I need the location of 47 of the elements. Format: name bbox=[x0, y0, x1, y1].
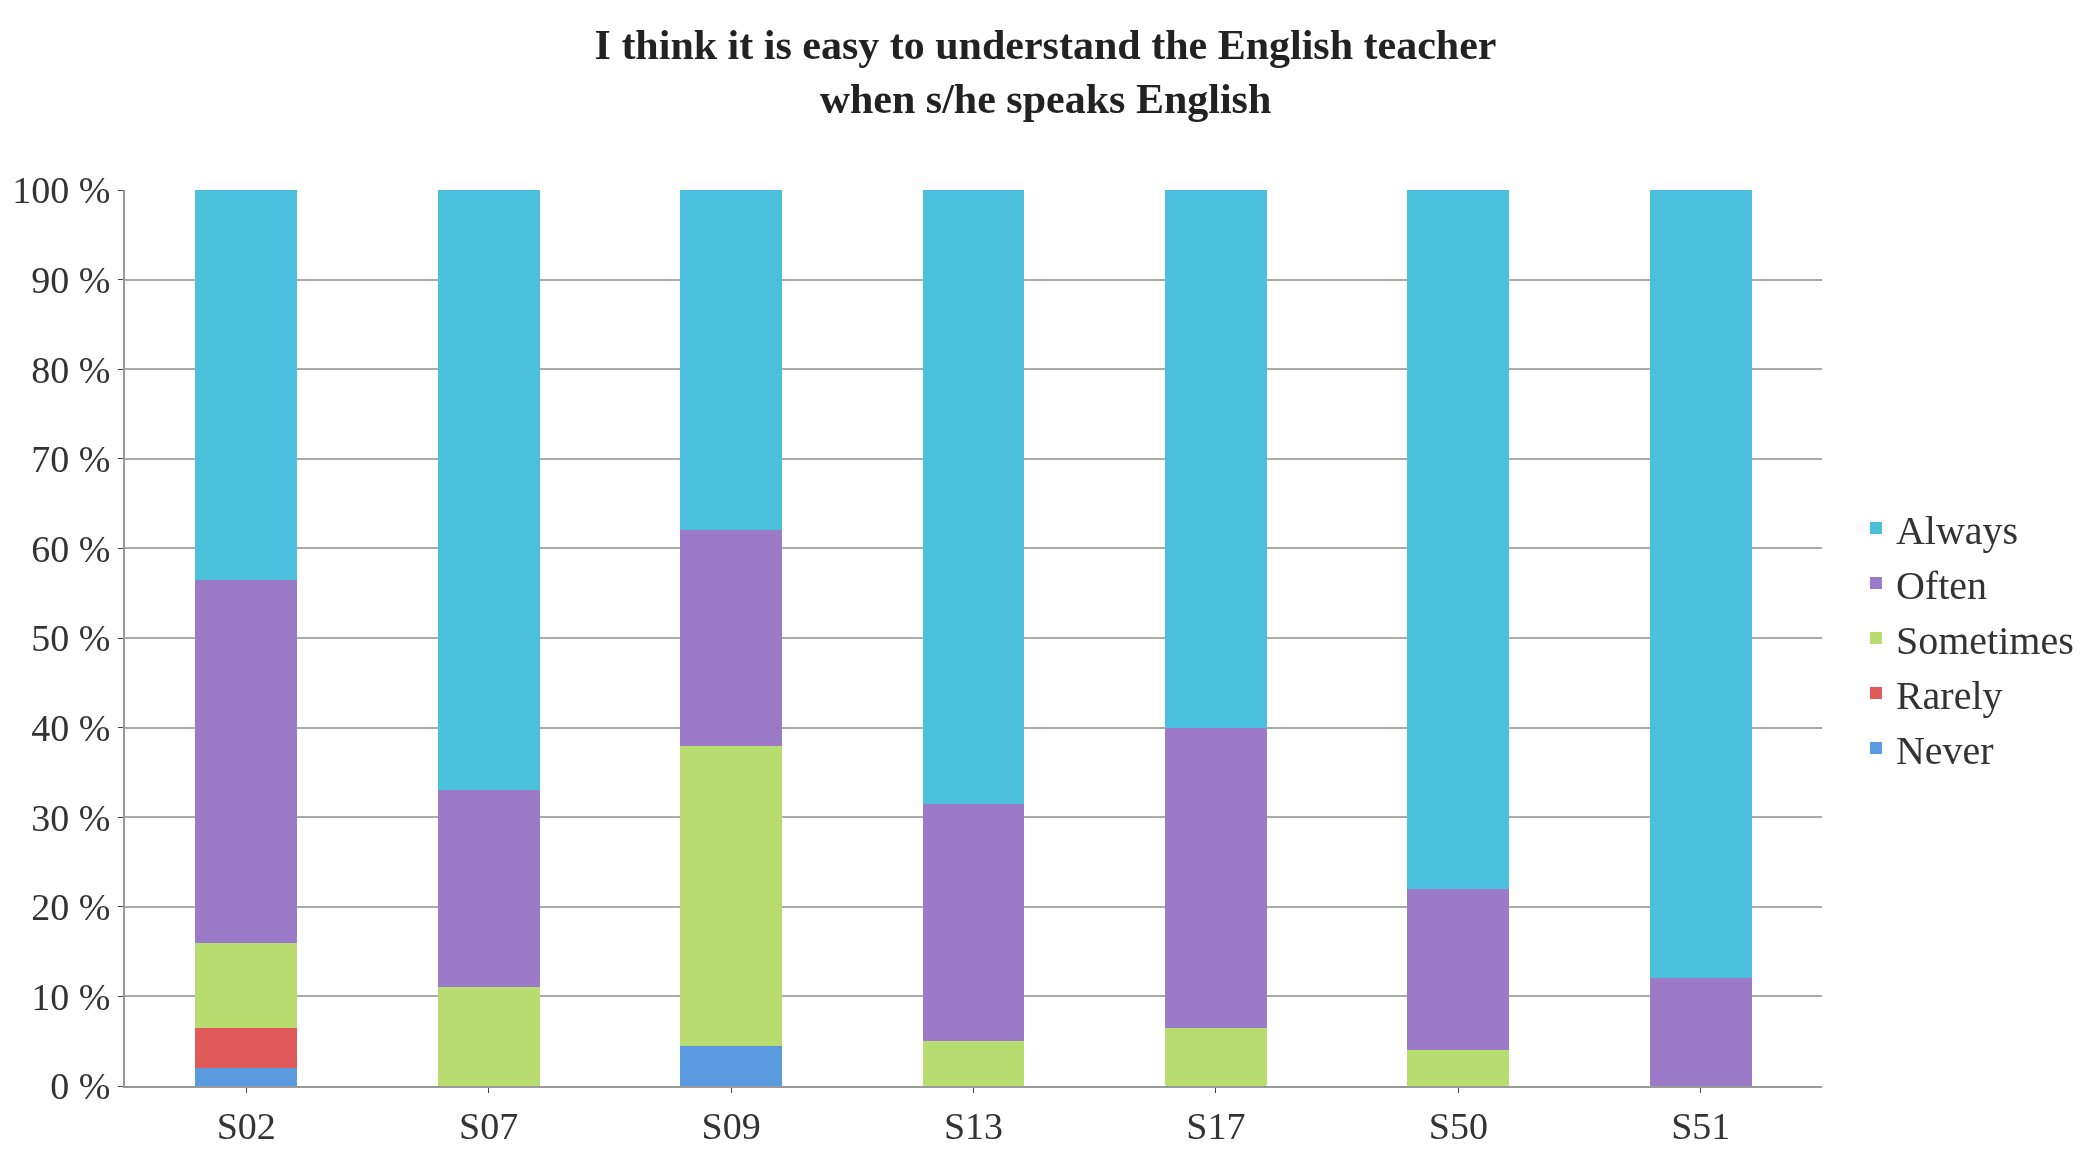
bar bbox=[195, 942, 298, 1028]
x-tick-label: S09 bbox=[701, 1104, 761, 1147]
y-tick-label: 40 % bbox=[31, 706, 111, 749]
y-tick-label: 20 % bbox=[31, 886, 111, 929]
chart-title: I think it is easy to understand the English teacher when s/he speaks English bbox=[594, 21, 1497, 123]
x-tick-label: S51 bbox=[1671, 1104, 1731, 1147]
bar bbox=[1165, 727, 1267, 1028]
bar bbox=[195, 579, 298, 943]
bar bbox=[437, 790, 540, 988]
bar bbox=[1407, 888, 1510, 1051]
bar bbox=[680, 530, 782, 746]
x-tick-label: S13 bbox=[943, 1104, 1004, 1147]
bar bbox=[680, 190, 782, 531]
y-tick-label: 70 % bbox=[31, 438, 111, 481]
legend-label: Always bbox=[1895, 507, 2019, 553]
bar bbox=[1649, 978, 1752, 1086]
bar bbox=[1407, 190, 1510, 889]
y-tick-label: 80 % bbox=[31, 348, 111, 391]
bar bbox=[680, 745, 782, 1046]
bar bbox=[1407, 1050, 1510, 1086]
bar bbox=[437, 987, 540, 1086]
y-tick-label: 10 % bbox=[31, 975, 111, 1018]
x-tick-label: S07 bbox=[459, 1104, 519, 1147]
legend-label: Often bbox=[1895, 562, 1988, 608]
legend-label: Sometimes bbox=[1895, 617, 2074, 663]
bar bbox=[680, 1045, 782, 1086]
x-tick-label: S50 bbox=[1428, 1104, 1488, 1147]
bar bbox=[437, 190, 540, 791]
bar bbox=[1165, 1027, 1267, 1086]
y-tick-label: 90 % bbox=[31, 258, 111, 301]
bar bbox=[195, 1068, 298, 1086]
y-tick-label: 60 % bbox=[31, 527, 111, 570]
y-tick-label: 30 % bbox=[31, 796, 111, 839]
x-tick-label: S17 bbox=[1186, 1104, 1246, 1147]
y-tick-label: 100 % bbox=[12, 169, 111, 212]
bar bbox=[922, 190, 1025, 804]
legend-label: Rarely bbox=[1895, 672, 2003, 718]
bar bbox=[195, 1027, 298, 1069]
bar bbox=[1165, 190, 1267, 728]
bar bbox=[1649, 190, 1752, 979]
bar bbox=[195, 190, 298, 580]
bar bbox=[922, 1041, 1025, 1086]
y-tick-label: 0 % bbox=[50, 1065, 111, 1108]
legend-label: Never bbox=[1895, 727, 1994, 773]
x-tick-label: S02 bbox=[216, 1104, 276, 1147]
bar bbox=[922, 803, 1025, 1042]
y-tick-label: 50 % bbox=[31, 617, 111, 660]
